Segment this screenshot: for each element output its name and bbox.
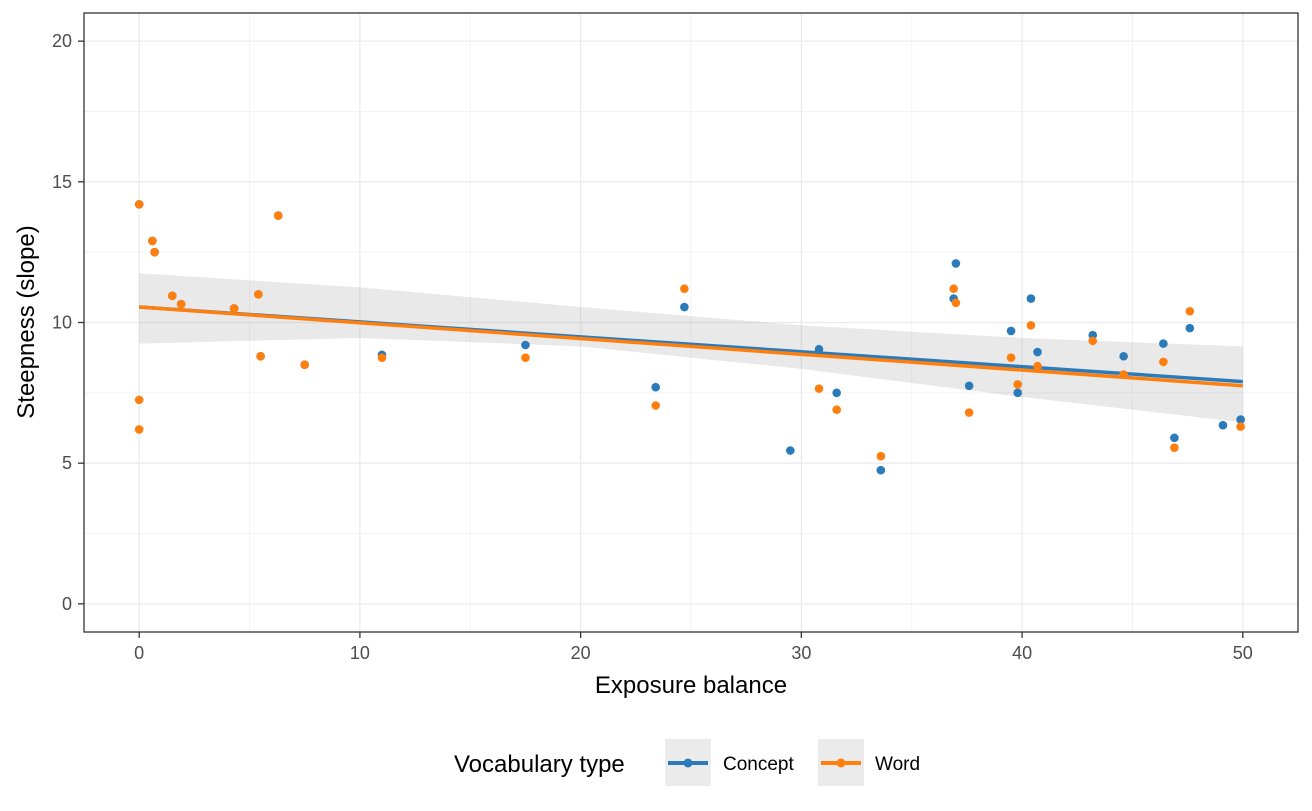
data-point-concept <box>1006 326 1016 336</box>
y-tick-label: 10 <box>52 313 72 333</box>
data-point-concept <box>814 344 824 354</box>
data-point-word <box>377 353 387 362</box>
y-tick-label: 0 <box>62 594 72 614</box>
data-point-word <box>1185 306 1195 316</box>
data-point-word <box>134 395 144 405</box>
data-point-concept <box>1159 339 1168 348</box>
data-point-concept <box>1236 415 1245 424</box>
data-point-word <box>1170 443 1179 453</box>
data-point-concept <box>1119 351 1128 361</box>
y-axis-title: Steepness (slope) <box>13 225 40 418</box>
data-point-word <box>1026 321 1036 330</box>
data-point-word <box>1119 370 1128 379</box>
fit-line-word <box>139 305 1243 388</box>
data-point-word <box>256 351 265 361</box>
data-point-concept <box>964 381 974 391</box>
data-point-word <box>876 451 886 461</box>
data-point-concept <box>786 446 795 455</box>
legend-key-point-word <box>836 758 846 768</box>
legend-item-concept: Concept <box>665 739 794 786</box>
data-point-concept <box>1033 347 1042 357</box>
data-point-concept <box>651 382 660 392</box>
data-point-word <box>167 291 177 301</box>
points-layer <box>134 200 1245 475</box>
data-point-word <box>229 304 239 313</box>
data-point-word <box>1159 357 1168 367</box>
x-tick-label: 10 <box>350 643 370 663</box>
data-point-word <box>254 290 263 299</box>
data-point-word <box>1088 336 1098 346</box>
y-tick-label: 5 <box>62 453 72 473</box>
data-point-word <box>273 211 283 220</box>
data-point-concept <box>1185 323 1195 333</box>
data-point-concept <box>876 465 886 475</box>
data-point-word <box>150 247 159 257</box>
data-point-word <box>1033 361 1042 371</box>
data-point-word <box>814 384 824 393</box>
data-point-concept <box>521 340 530 350</box>
data-point-concept <box>1218 420 1228 430</box>
x-tick-label: 30 <box>791 643 811 663</box>
y-tick-label: 20 <box>52 31 72 51</box>
legend-item-word: Word <box>818 739 920 786</box>
data-point-concept <box>680 302 689 312</box>
data-point-word <box>951 298 961 308</box>
data-point-word <box>832 405 841 415</box>
data-point-word <box>949 284 958 294</box>
data-point-concept <box>951 259 961 268</box>
data-point-word <box>680 284 689 294</box>
x-axis-title: Exposure balance <box>595 672 787 699</box>
legend-label-concept: Concept <box>723 754 794 775</box>
data-point-word <box>1006 353 1016 362</box>
x-axis-ticks: 0 10 20 30 40 50 <box>134 632 1253 663</box>
data-point-word <box>176 299 186 309</box>
data-point-word <box>964 408 974 417</box>
data-point-concept <box>1170 433 1179 443</box>
data-point-word <box>1013 380 1022 389</box>
x-tick-label: 20 <box>571 643 591 663</box>
data-point-concept <box>832 388 841 398</box>
x-tick-label: 0 <box>134 643 144 663</box>
data-point-word <box>300 360 310 370</box>
legend-key-point-concept <box>683 758 693 768</box>
x-tick-label: 50 <box>1233 643 1253 663</box>
legend-title: Vocabulary type <box>454 751 625 778</box>
fit-line-layer <box>139 305 1243 388</box>
data-point-concept <box>1026 294 1036 303</box>
x-tick-label: 40 <box>1012 643 1032 663</box>
legend: Vocabulary type Concept Word <box>454 739 920 786</box>
data-point-word <box>1236 422 1245 431</box>
data-point-word <box>134 200 144 209</box>
data-point-word <box>651 401 660 410</box>
data-point-word <box>148 236 157 246</box>
data-point-word <box>521 353 530 362</box>
y-tick-label: 15 <box>52 172 72 192</box>
data-point-concept <box>1013 388 1022 398</box>
legend-label-word: Word <box>875 754 920 775</box>
data-point-word <box>134 425 144 434</box>
y-axis-ticks: 0 5 10 15 20 <box>52 31 84 614</box>
